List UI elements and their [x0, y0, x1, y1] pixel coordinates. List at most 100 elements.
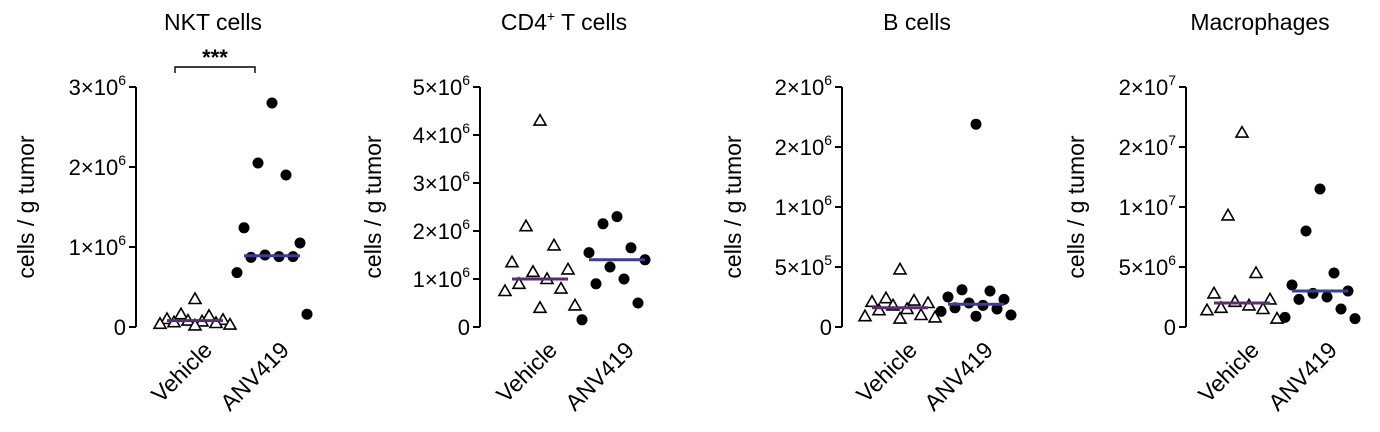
- y-tick-label: 5×106: [1119, 252, 1177, 280]
- x-category-label: Vehicle: [1193, 337, 1264, 408]
- data-point-triangle: [1241, 297, 1257, 311]
- significance-label: ***: [202, 45, 228, 70]
- data-point-triangle: [857, 308, 873, 322]
- y-tick-label: 4×106: [413, 120, 471, 148]
- data-point-circle: [238, 222, 250, 234]
- y-tick-base: 4×10: [413, 123, 463, 148]
- data-point-circle: [252, 157, 264, 169]
- chart-title: CD4+ T cells: [501, 8, 627, 35]
- data-point-triangle: [208, 315, 224, 329]
- series-anv419: [1279, 183, 1361, 325]
- y-tick-base: 2×10: [775, 135, 825, 160]
- y-tick-base: 1×10: [775, 195, 825, 220]
- data-point-triangle: [1199, 302, 1215, 316]
- y-tick-exponent: 6: [462, 216, 470, 232]
- y-tick-base: 1×10: [1119, 195, 1169, 220]
- y-tick-base: 2×10: [775, 75, 825, 100]
- y-tick-label: 0: [1164, 315, 1176, 340]
- y-tick-label: 5×105: [775, 252, 833, 280]
- y-tick-exponent: 7: [1168, 192, 1176, 208]
- data-point-triangle: [567, 297, 583, 311]
- data-point-circle: [1321, 291, 1333, 303]
- chart-title-superscript: +: [547, 8, 555, 24]
- data-point-triangle: [864, 294, 880, 308]
- data-point-circle: [1314, 183, 1326, 195]
- y-tick-exponent: 5: [824, 252, 832, 268]
- x-category-label: Vehicle: [851, 337, 922, 408]
- data-point-triangle: [511, 276, 527, 290]
- data-point-triangle: [532, 300, 548, 314]
- data-point-circle: [935, 305, 947, 317]
- y-tick-label: 0: [820, 315, 832, 340]
- y-tick-label: 2×106: [69, 152, 127, 180]
- data-point-circle: [625, 242, 637, 254]
- data-point-circle: [576, 314, 588, 326]
- data-point-triangle: [871, 302, 887, 316]
- data-point-triangle: [553, 280, 569, 294]
- data-point-triangle: [927, 309, 943, 323]
- y-tick-exponent: 6: [824, 132, 832, 148]
- y-tick-label: 2×106: [775, 72, 833, 100]
- x-category-label: Vehicle: [146, 337, 217, 408]
- y-tick-exponent: 6: [118, 232, 126, 248]
- data-point-triangle: [906, 292, 922, 306]
- y-tick-label: 1×107: [1119, 192, 1177, 220]
- y-tick-exponent: 7: [1168, 72, 1176, 88]
- series-anv419: [935, 118, 1017, 322]
- chart-title-text: CD4: [501, 9, 547, 35]
- data-point-circle: [970, 310, 982, 322]
- y-tick-base: 1×10: [413, 267, 463, 292]
- data-point-circle: [991, 303, 1003, 315]
- chart-title: B cells: [883, 9, 951, 35]
- chart-title-suffix: T cells: [555, 9, 627, 35]
- data-point-circle: [998, 293, 1010, 305]
- data-point-triangle: [152, 316, 168, 330]
- y-tick-label: 1×106: [413, 264, 471, 292]
- y-tick-base: 3×10: [413, 171, 463, 196]
- data-point-circle: [1293, 293, 1305, 305]
- data-point-circle: [1328, 267, 1340, 279]
- data-point-circle: [956, 284, 968, 296]
- series-vehicle: [857, 261, 943, 324]
- data-point-circle: [1005, 309, 1017, 321]
- chart-title-text: Macrophages: [1190, 9, 1329, 35]
- series-anv419: [576, 211, 651, 326]
- y-tick-exponent: 7: [1168, 132, 1176, 148]
- data-point-triangle: [497, 283, 513, 297]
- series-vehicle: [152, 291, 238, 331]
- data-point-triangle: [1248, 265, 1264, 279]
- y-tick-label: 2×106: [775, 132, 833, 160]
- y-tick-label: 3×106: [413, 168, 471, 196]
- y-tick-label: 2×107: [1119, 72, 1177, 100]
- data-point-circle: [597, 218, 609, 230]
- data-point-triangle: [173, 306, 189, 320]
- y-tick-base: 5×10: [413, 75, 463, 100]
- y-tick-exponent: 6: [462, 120, 470, 136]
- y-tick-exponent: 6: [824, 192, 832, 208]
- data-point-triangle: [892, 261, 908, 275]
- y-tick-exponent: 6: [118, 152, 126, 168]
- series-anv419: [231, 97, 313, 320]
- data-point-triangle: [913, 307, 929, 321]
- y-tick-exponent: 6: [824, 72, 832, 88]
- y-tick-label: 2×107: [1119, 132, 1177, 160]
- data-point-circle: [984, 285, 996, 297]
- data-point-circle: [266, 97, 278, 109]
- y-tick-base: 0: [1164, 315, 1176, 340]
- data-point-circle: [301, 308, 313, 320]
- x-category-label: ANV419: [1263, 337, 1342, 416]
- y-tick-label: 1×106: [69, 232, 127, 260]
- data-point-circle: [1286, 279, 1298, 291]
- y-tick-label: 5×106: [413, 72, 471, 100]
- data-point-triangle: [1220, 207, 1236, 221]
- y-tick-label: 0: [114, 315, 126, 340]
- data-point-triangle: [560, 261, 576, 275]
- chart-title: Macrophages: [1190, 9, 1329, 35]
- y-tick-base: 0: [458, 315, 470, 340]
- y-tick-base: 0: [820, 315, 832, 340]
- data-point-circle: [942, 291, 954, 303]
